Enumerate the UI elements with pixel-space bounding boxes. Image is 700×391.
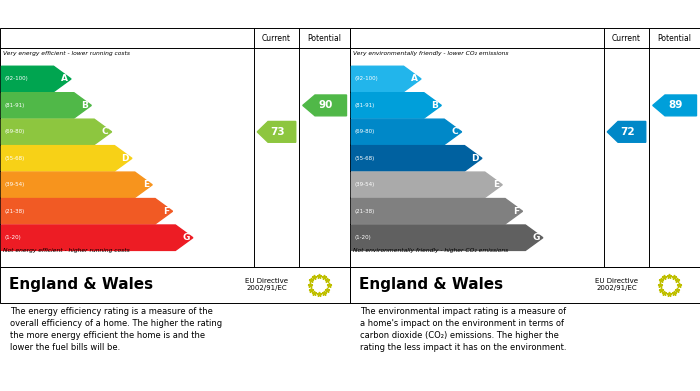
Text: (55-68): (55-68) bbox=[4, 156, 25, 161]
Text: The energy efficiency rating is a measure of the
overall efficiency of a home. T: The energy efficiency rating is a measur… bbox=[10, 307, 223, 352]
Text: Potential: Potential bbox=[307, 34, 342, 43]
Text: (81-91): (81-91) bbox=[4, 103, 25, 108]
Text: (69-80): (69-80) bbox=[354, 129, 374, 135]
Text: EU Directive
2002/91/EC: EU Directive 2002/91/EC bbox=[245, 278, 288, 291]
Text: Current: Current bbox=[262, 34, 291, 43]
Text: (1-20): (1-20) bbox=[4, 235, 21, 240]
Polygon shape bbox=[1, 172, 153, 197]
Text: Current: Current bbox=[612, 34, 641, 43]
Text: C: C bbox=[102, 127, 108, 136]
Polygon shape bbox=[1, 199, 173, 224]
Text: Environmental Impact (CO₂) Rating: Environmental Impact (CO₂) Rating bbox=[358, 7, 591, 20]
Text: C: C bbox=[452, 127, 458, 136]
Text: A: A bbox=[61, 74, 68, 83]
Text: (39-54): (39-54) bbox=[4, 182, 25, 187]
Text: The environmental impact rating is a measure of
a home's impact on the environme: The environmental impact rating is a mea… bbox=[360, 307, 567, 352]
Text: F: F bbox=[163, 207, 169, 216]
Polygon shape bbox=[1, 66, 71, 91]
Text: (55-68): (55-68) bbox=[354, 156, 374, 161]
Polygon shape bbox=[351, 119, 462, 145]
Text: Very energy efficient - lower running costs: Very energy efficient - lower running co… bbox=[3, 51, 130, 56]
Text: (39-54): (39-54) bbox=[354, 182, 374, 187]
Polygon shape bbox=[1, 119, 112, 145]
Text: Not environmentally friendly - higher CO₂ emissions: Not environmentally friendly - higher CO… bbox=[353, 248, 508, 253]
Text: G: G bbox=[532, 233, 540, 242]
Polygon shape bbox=[608, 122, 645, 142]
Polygon shape bbox=[1, 145, 132, 171]
Text: EU Directive
2002/91/EC: EU Directive 2002/91/EC bbox=[595, 278, 638, 291]
Text: (21-38): (21-38) bbox=[4, 209, 25, 214]
Text: Not energy efficient - higher running costs: Not energy efficient - higher running co… bbox=[3, 248, 130, 253]
Text: B: B bbox=[431, 101, 438, 110]
Text: (92-100): (92-100) bbox=[354, 77, 378, 81]
Text: F: F bbox=[513, 207, 519, 216]
Text: 89: 89 bbox=[668, 100, 683, 110]
Text: England & Wales: England & Wales bbox=[358, 278, 503, 292]
Text: D: D bbox=[121, 154, 129, 163]
Polygon shape bbox=[302, 95, 346, 116]
Text: B: B bbox=[81, 101, 88, 110]
Text: E: E bbox=[493, 180, 499, 189]
Polygon shape bbox=[351, 172, 503, 197]
Text: (69-80): (69-80) bbox=[4, 129, 25, 135]
Text: Very environmentally friendly - lower CO₂ emissions: Very environmentally friendly - lower CO… bbox=[353, 51, 508, 56]
Polygon shape bbox=[351, 199, 522, 224]
Text: (1-20): (1-20) bbox=[354, 235, 371, 240]
Text: (81-91): (81-91) bbox=[354, 103, 374, 108]
Text: (92-100): (92-100) bbox=[4, 77, 28, 81]
Text: 73: 73 bbox=[270, 127, 285, 137]
Polygon shape bbox=[351, 145, 482, 171]
Text: Potential: Potential bbox=[657, 34, 692, 43]
Text: (21-38): (21-38) bbox=[354, 209, 374, 214]
Polygon shape bbox=[1, 93, 91, 118]
Text: England & Wales: England & Wales bbox=[8, 278, 153, 292]
Polygon shape bbox=[652, 95, 696, 116]
Polygon shape bbox=[351, 93, 442, 118]
Text: E: E bbox=[143, 180, 149, 189]
Text: A: A bbox=[411, 74, 418, 83]
Text: 72: 72 bbox=[620, 127, 635, 137]
Text: G: G bbox=[182, 233, 190, 242]
Polygon shape bbox=[351, 225, 542, 250]
Polygon shape bbox=[258, 122, 295, 142]
Polygon shape bbox=[1, 225, 193, 250]
Text: 90: 90 bbox=[318, 100, 333, 110]
Polygon shape bbox=[351, 66, 421, 91]
Text: D: D bbox=[471, 154, 479, 163]
Text: Energy Efficiency Rating: Energy Efficiency Rating bbox=[8, 7, 172, 20]
